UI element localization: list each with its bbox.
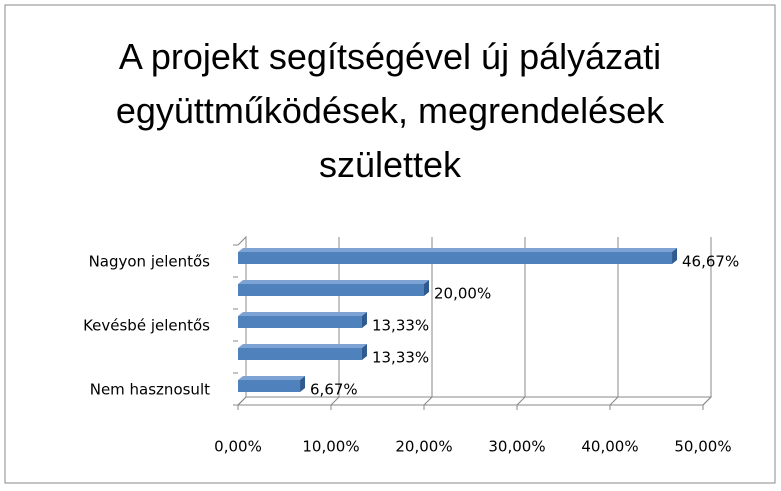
data-label: 20,00% bbox=[434, 285, 491, 303]
data-label: 46,67% bbox=[682, 253, 739, 271]
data-label: 13,33% bbox=[372, 349, 429, 367]
bar-top bbox=[238, 248, 678, 252]
bar-top bbox=[238, 376, 306, 380]
chart-title: A projekt segítségével új pályázati együ… bbox=[115, 36, 665, 185]
data-label: 13,33% bbox=[372, 317, 429, 335]
x-tick-label: 0,00% bbox=[214, 438, 262, 456]
bar-side bbox=[300, 376, 306, 392]
x-tick-label: 50,00% bbox=[674, 438, 731, 456]
bar bbox=[238, 348, 362, 360]
bar-side bbox=[672, 248, 678, 264]
x-tick-label: 10,00% bbox=[302, 438, 359, 456]
x-tick-label: 30,00% bbox=[488, 438, 545, 456]
bar bbox=[238, 316, 362, 328]
y-tick-label: Nagyon jelentős bbox=[89, 253, 211, 271]
y-tick-label: Kevésbé jelentős bbox=[83, 317, 210, 335]
axis-floor bbox=[238, 396, 713, 406]
grid-line bbox=[423, 237, 433, 406]
bar bbox=[238, 284, 424, 296]
x-tick-label: 20,00% bbox=[395, 438, 452, 456]
bar-top bbox=[238, 280, 429, 284]
bar-side bbox=[424, 280, 429, 296]
bar-side bbox=[361, 312, 367, 328]
grid-line bbox=[516, 237, 526, 406]
bar bbox=[238, 380, 301, 392]
grid-line bbox=[702, 237, 712, 406]
bar-side bbox=[361, 344, 367, 360]
bar-top bbox=[238, 344, 367, 348]
y-tick-label: Nem hasznosult bbox=[90, 381, 210, 399]
bar bbox=[238, 252, 673, 264]
x-tick-label: 40,00% bbox=[581, 438, 638, 456]
chart-border bbox=[4, 4, 776, 484]
data-label: 6,67% bbox=[310, 381, 358, 399]
bar-top bbox=[238, 312, 367, 316]
grid-line bbox=[609, 237, 619, 406]
